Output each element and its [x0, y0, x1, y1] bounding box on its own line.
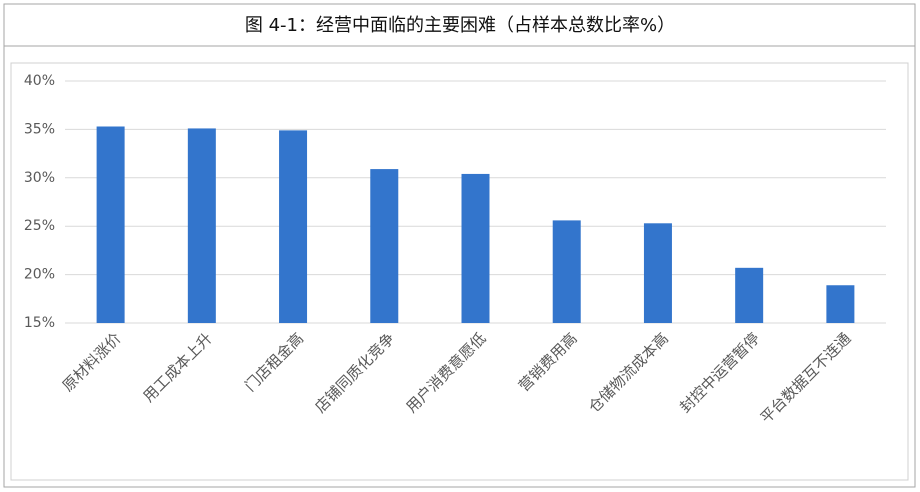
- x-tick-label: 原材料涨价: [59, 329, 125, 395]
- y-tick-label: 40%: [24, 73, 55, 89]
- bar: [96, 126, 125, 323]
- plot-frame: [10, 62, 909, 481]
- y-tick-label: 15%: [24, 315, 55, 331]
- bar: [370, 169, 399, 323]
- chart-title: 图 4-1：经营中面临的主要困难（占样本总数比率%）: [245, 15, 675, 36]
- x-tick-label: 仓储物流成本高: [585, 329, 672, 416]
- bar: [735, 267, 764, 323]
- y-tick-label: 30%: [24, 170, 55, 186]
- y-tick-label: 35%: [24, 121, 55, 137]
- bar: [461, 173, 490, 323]
- bar: [187, 128, 216, 323]
- x-tick-label: 封控中运营暂停: [676, 329, 763, 416]
- bar: [552, 220, 581, 323]
- x-tick-label: 用工成本上升: [139, 329, 215, 405]
- y-tick-label: 20%: [24, 267, 55, 283]
- bar: [643, 223, 672, 323]
- x-tick-label: 门店租金高: [241, 329, 307, 395]
- x-tick-label: 店铺同质化竞争: [311, 329, 398, 416]
- bar: [826, 285, 855, 323]
- frame: [3, 3, 916, 488]
- x-tick-label: 用户消费意愿低: [403, 329, 490, 416]
- bar: [279, 130, 308, 323]
- y-tick-label: 25%: [24, 218, 55, 234]
- x-tick-label: 营销费用高: [515, 329, 581, 395]
- x-tick-label: 平台数据互不连通: [757, 329, 855, 427]
